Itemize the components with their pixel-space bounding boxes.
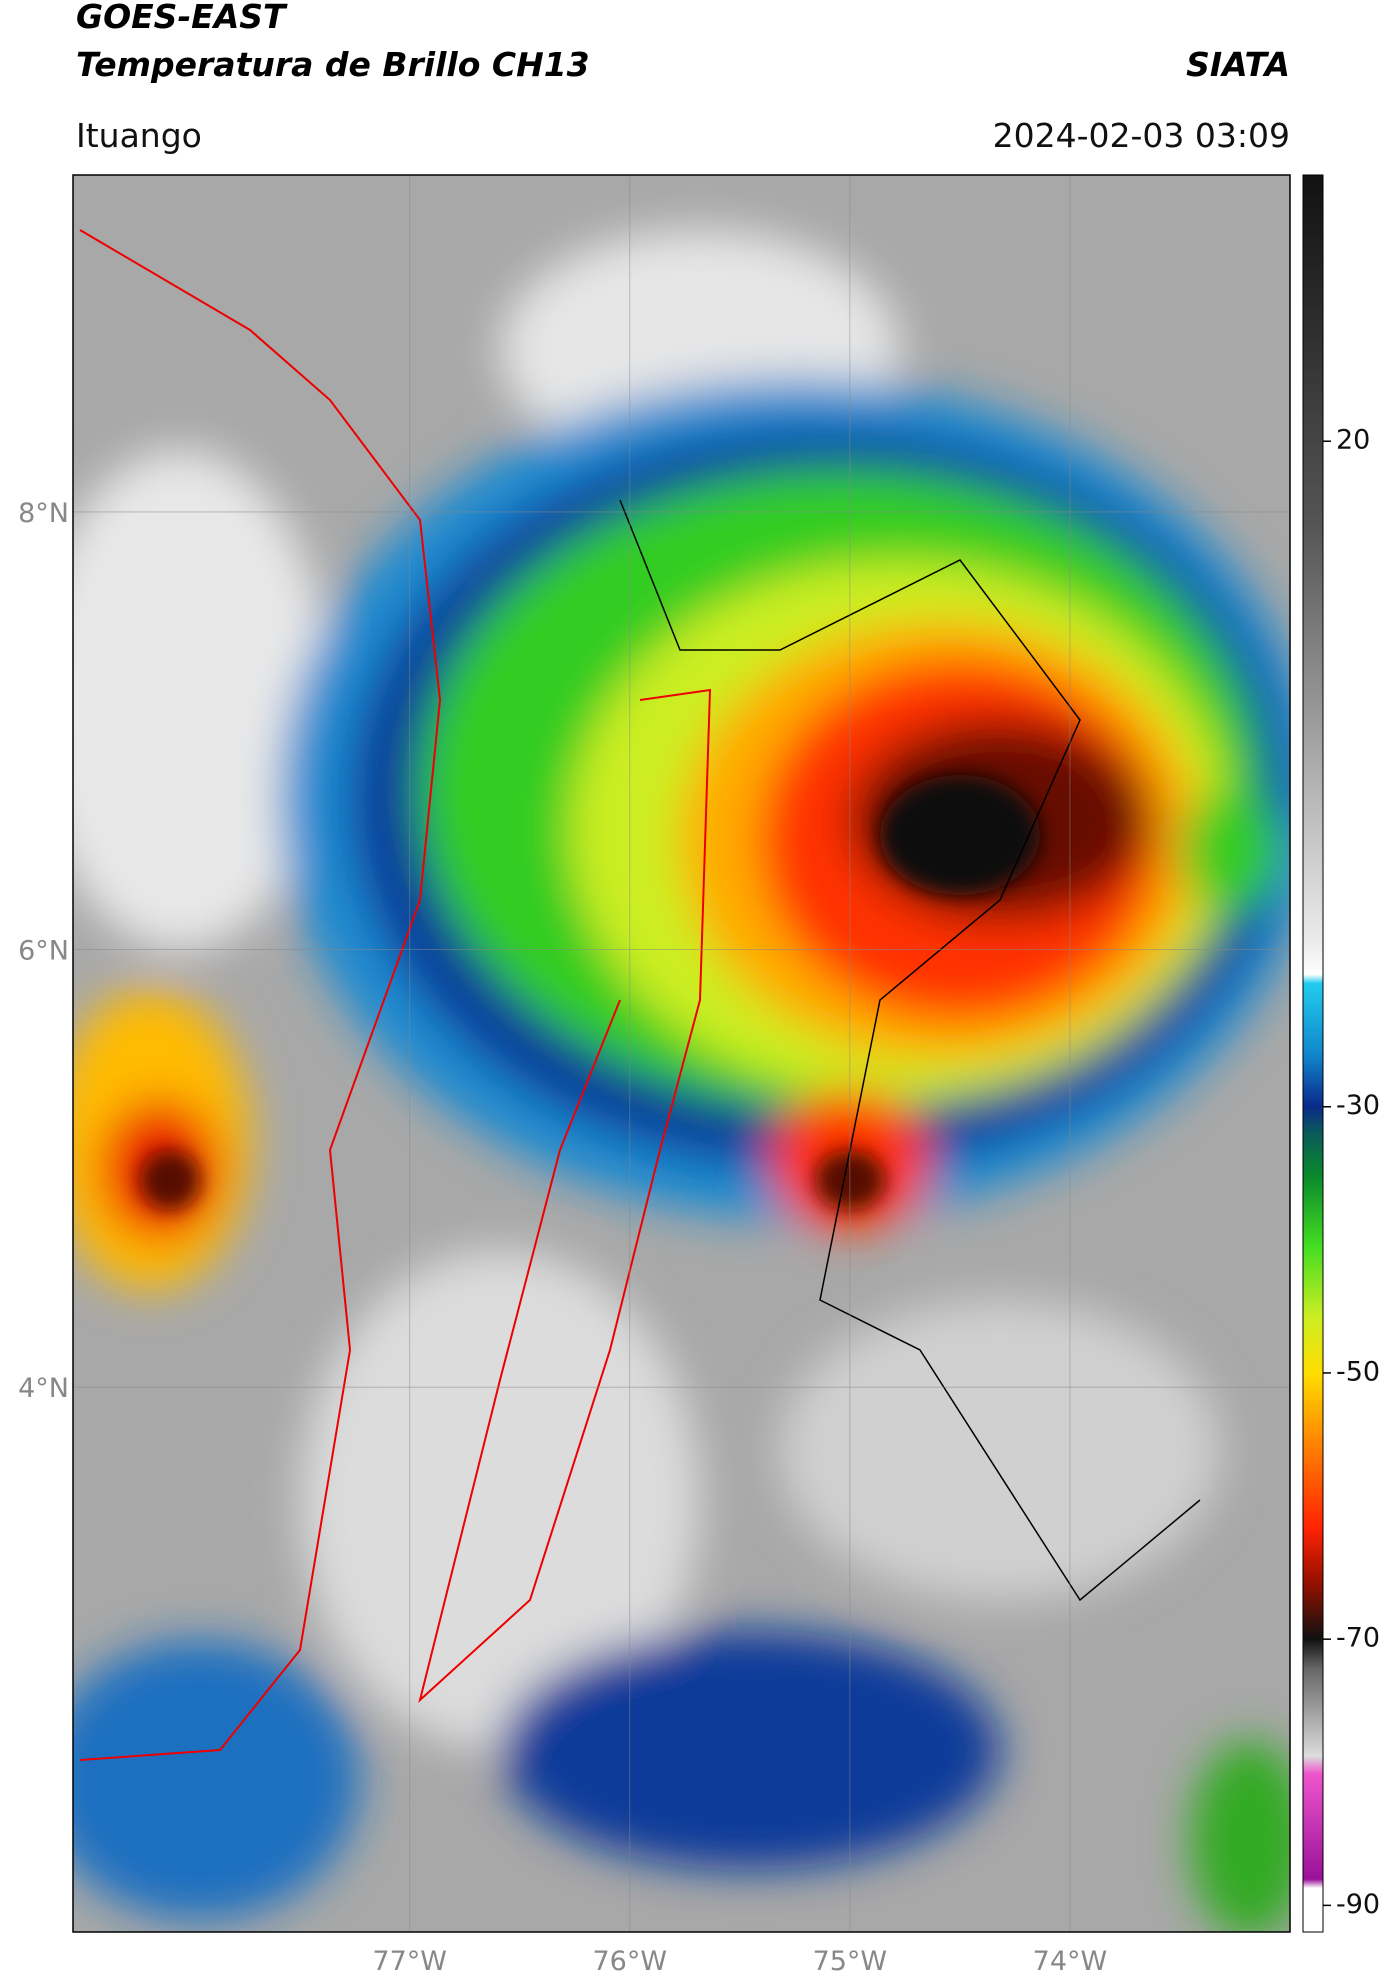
datetime: 2024-02-03 03:09 <box>993 116 1290 155</box>
satellite-image <box>73 175 1290 1932</box>
brand: SIATA <box>1186 45 1290 84</box>
colorbar-tick-label: -90 <box>1336 1889 1380 1920</box>
y-tick-label: 6°N <box>18 936 69 967</box>
location: Ituango <box>76 116 202 155</box>
x-tick-label: 76°W <box>593 1946 668 1977</box>
colorbar-tick-label: -50 <box>1336 1356 1380 1387</box>
graticule <box>73 175 1290 1932</box>
x-tick-label: 77°W <box>372 1946 447 1977</box>
title: GOES-EAST <box>76 0 288 36</box>
x-tick-label: 74°W <box>1033 1946 1108 1977</box>
y-tick-label: 8°N <box>18 498 69 529</box>
subtitle: Temperatura de Brillo CH13 <box>76 45 590 84</box>
map-frame <box>72 174 1291 1933</box>
colorbar-tick-label: -70 <box>1336 1623 1380 1654</box>
x-tick-label: 75°W <box>813 1946 888 1977</box>
colorbar-tick-label: -30 <box>1336 1090 1380 1121</box>
y-tick-label: 4°N <box>18 1373 69 1404</box>
colorbar <box>1302 174 1324 1933</box>
colorbar-tick-label: 20 <box>1336 425 1370 456</box>
